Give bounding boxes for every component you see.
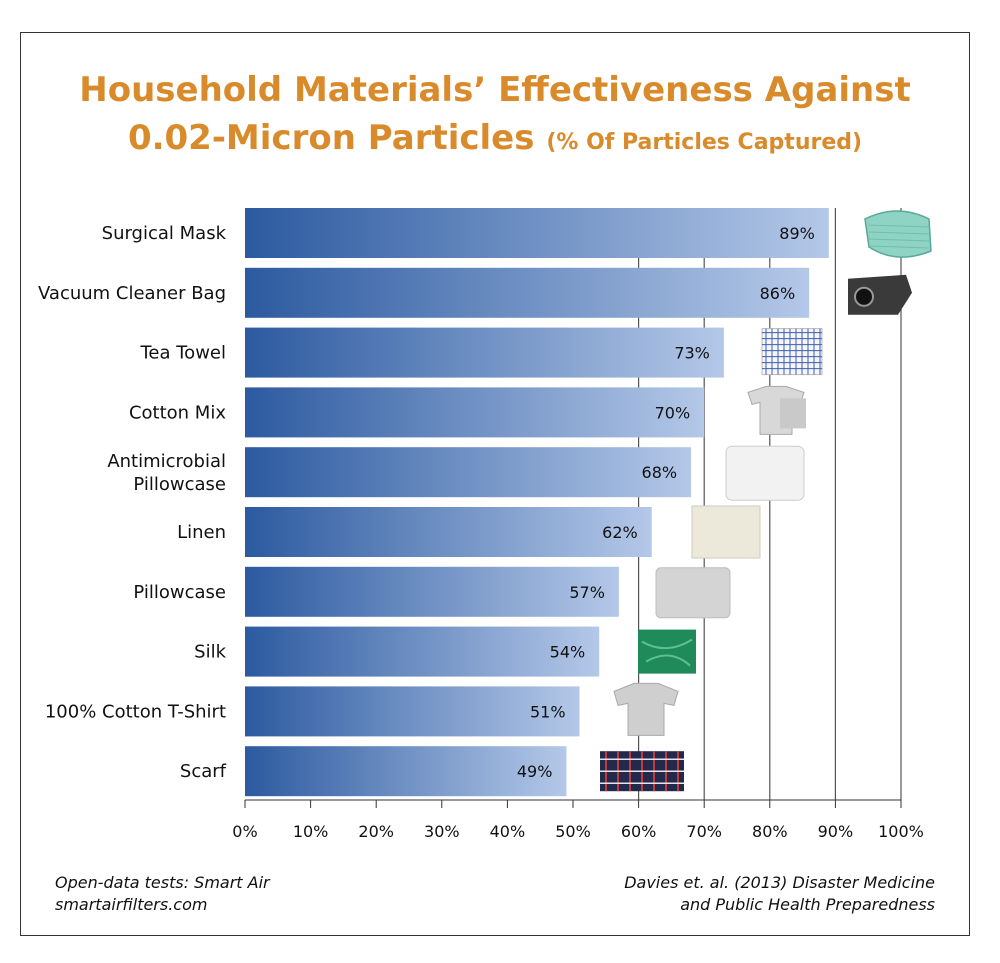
category-label: Linen: [177, 522, 226, 543]
x-tick-label: 30%: [424, 822, 460, 841]
data-label: 54%: [550, 643, 586, 662]
data-label: 70%: [655, 403, 691, 422]
chart-title-line2: 0.02-Micron Particles (% Of Particles Ca…: [20, 118, 970, 158]
source-left-line1: Open-data tests: Smart Air: [55, 873, 270, 892]
x-tick-label: 40%: [490, 822, 526, 841]
x-tick-label: 80%: [752, 822, 788, 841]
chart-title-main: 0.02-Micron Particles: [127, 118, 535, 158]
chart-subtitle: (% Of Particles Captured): [546, 130, 863, 155]
x-tick-label: 10%: [293, 822, 329, 841]
data-label: 73%: [674, 344, 710, 363]
x-tick-label: 0%: [232, 822, 257, 841]
data-label: 57%: [569, 583, 605, 602]
source-right: Davies et. al. (2013) Disaster Medicine …: [624, 872, 935, 916]
category-label: 100% Cotton T-Shirt: [45, 701, 226, 722]
bar: [245, 746, 567, 797]
vacuum-bag-icon: [848, 274, 912, 315]
cotton-mix-shirt-icon: [747, 385, 806, 435]
category-label: Scarf: [180, 761, 227, 782]
x-tick-label: 50%: [555, 822, 591, 841]
data-label: 62%: [602, 523, 638, 542]
category-label: Pillowcase: [133, 582, 226, 603]
cotton-tshirt-icon: [613, 682, 679, 736]
chart-title: Household Materials’ Effectiveness Again…: [79, 70, 911, 110]
tea-towel-icon: [761, 328, 823, 376]
x-tick-label: 70%: [686, 822, 722, 841]
silk-icon: [638, 629, 696, 674]
x-tick-label: 20%: [358, 822, 394, 841]
antimicrobial-pillowcase-icon: [725, 445, 805, 501]
scarf-icon: [600, 751, 684, 792]
data-label: 51%: [530, 702, 566, 721]
bar: [245, 208, 829, 258]
data-label: 49%: [517, 762, 553, 781]
x-tick-label: 60%: [621, 822, 657, 841]
bar: [245, 626, 600, 677]
bar: [245, 327, 724, 378]
pillowcase-icon: [655, 567, 731, 619]
bar: [245, 447, 692, 498]
bar: [245, 686, 580, 737]
category-label: Silk: [194, 642, 226, 663]
bar: [245, 387, 705, 438]
linen-icon: [691, 505, 761, 559]
surgical-mask-icon: [864, 210, 932, 258]
bar: [245, 267, 810, 318]
category-label: Surgical Mask: [102, 223, 227, 244]
bar: [245, 566, 619, 617]
data-label: 89%: [779, 224, 815, 243]
source-left: Open-data tests: Smart Air smartairfilte…: [55, 872, 270, 916]
source-left-line2: smartairfilters.com: [55, 895, 208, 914]
source-right-line1: Davies et. al. (2013) Disaster Medicine: [624, 873, 935, 892]
bar: [245, 507, 652, 557]
data-label: 86%: [760, 284, 796, 303]
category-label: Tea Towel: [139, 343, 226, 364]
category-label: Cotton Mix: [129, 402, 226, 423]
category-label: Vacuum Cleaner Bag: [38, 283, 226, 304]
x-tick-label: 100%: [878, 822, 924, 841]
category-label: Antimicrobial Pillowcase: [107, 451, 226, 495]
x-tick-label: 90%: [818, 822, 854, 841]
source-right-line2: and Public Health Preparedness: [680, 895, 935, 914]
data-label: 68%: [642, 463, 678, 482]
